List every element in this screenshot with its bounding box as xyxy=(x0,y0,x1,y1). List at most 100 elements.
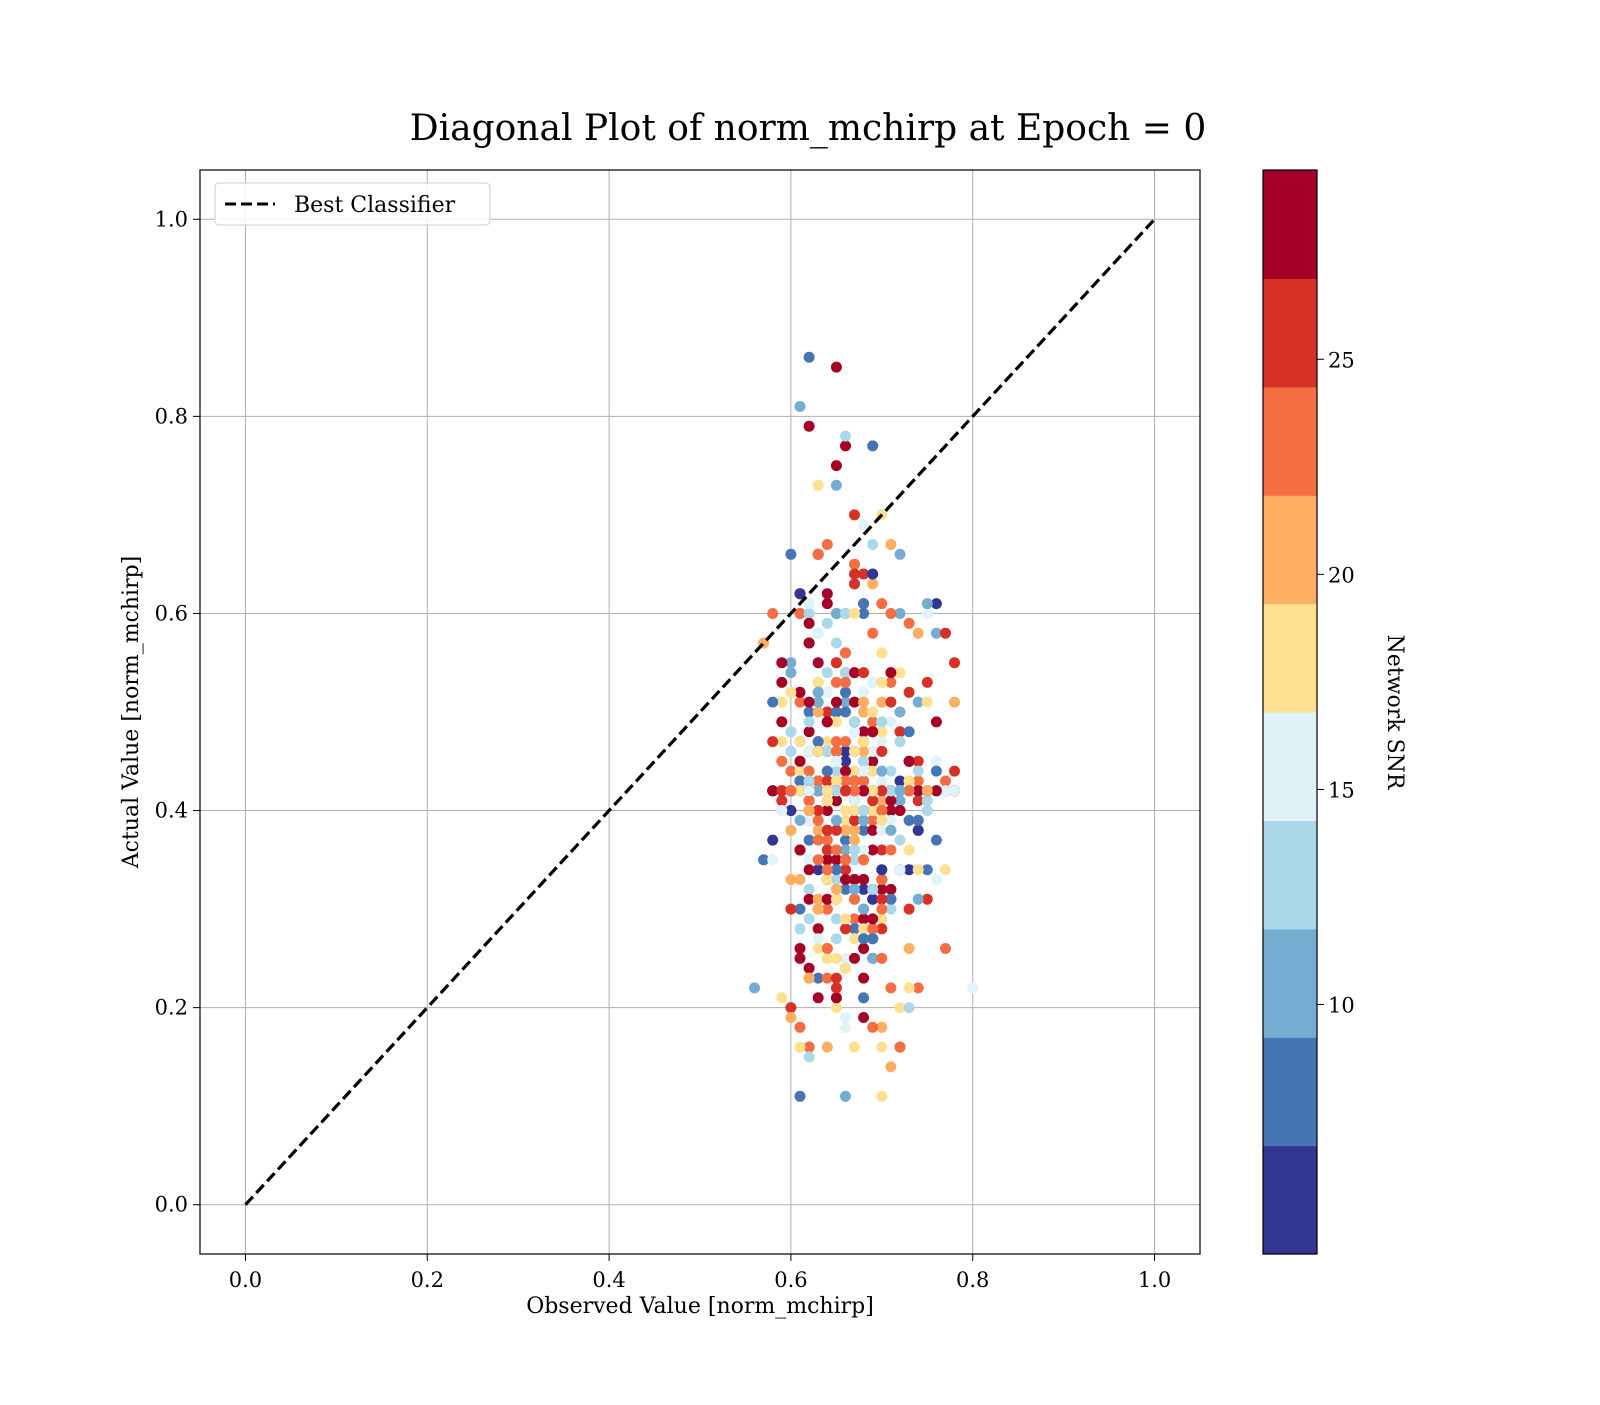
scatter-point xyxy=(876,893,888,905)
scatter-point xyxy=(849,608,860,619)
scatter-point xyxy=(903,726,915,738)
scatter-point xyxy=(840,686,851,698)
scatter-point xyxy=(876,805,888,816)
scatter-point xyxy=(930,874,942,885)
scatter-point xyxy=(903,903,915,915)
scatter-point xyxy=(912,982,924,994)
scatter-point xyxy=(812,933,824,945)
scatter-point xyxy=(776,696,788,708)
scatter-point xyxy=(785,805,797,816)
scatter-point xyxy=(858,785,870,797)
x-axis-ticks: 0.0 0.2 0.4 0.6 0.8 1.0 xyxy=(229,1254,1171,1292)
scatter-point xyxy=(903,617,915,629)
scatter-point xyxy=(867,933,879,945)
colorbar-segment xyxy=(1263,495,1317,605)
scatter-point xyxy=(776,992,788,1004)
scatter-point xyxy=(894,1041,906,1053)
y-axis-label: Actual Value [norm_mchirp] xyxy=(119,556,144,870)
x-axis-label: Observed Value [norm_mchirp] xyxy=(526,1294,874,1319)
scatter-point xyxy=(803,745,815,757)
scatter-point xyxy=(894,706,906,718)
scatter-point xyxy=(885,824,897,836)
scatter-point xyxy=(767,736,779,748)
scatter-point xyxy=(921,676,933,688)
scatter-point xyxy=(794,736,806,748)
scatter-point xyxy=(794,608,806,619)
scatter-point xyxy=(867,578,879,590)
scatter-point xyxy=(894,805,906,816)
scatter-point xyxy=(803,598,815,610)
scatter-point xyxy=(840,834,851,846)
scatter-point xyxy=(930,765,942,777)
scatter-point xyxy=(803,716,815,728)
scatter-point xyxy=(803,972,815,984)
colorbar-ticks: 10 15 20 25 xyxy=(1317,348,1355,1018)
scatter-point xyxy=(803,883,815,895)
scatter-point xyxy=(912,627,924,639)
scatter-point xyxy=(885,883,897,895)
scatter-point xyxy=(821,617,833,629)
scatter-point xyxy=(821,686,833,698)
scatter-point xyxy=(840,952,851,964)
scatter-point xyxy=(830,824,842,836)
scatter-point xyxy=(876,765,888,777)
scatter-point xyxy=(812,972,824,984)
scatter-point xyxy=(867,814,879,826)
scatter-point xyxy=(903,686,915,698)
scatter-point xyxy=(858,933,870,945)
scatter-point xyxy=(830,785,842,797)
scatter-point xyxy=(840,923,851,935)
scatter-point xyxy=(840,824,851,836)
scatter-point xyxy=(849,578,860,590)
scatter-point xyxy=(876,903,888,915)
scatter-point xyxy=(876,795,888,807)
scatter-point xyxy=(858,874,870,885)
scatter-point xyxy=(858,923,870,935)
scatter-point xyxy=(894,795,906,807)
scatter-point xyxy=(840,667,851,679)
scatter-point xyxy=(812,814,824,826)
scatter-point xyxy=(876,1041,888,1053)
scatter-point xyxy=(830,608,842,619)
scatter-point xyxy=(912,696,924,708)
scatter-point xyxy=(885,608,897,619)
scatter-point xyxy=(894,864,906,876)
scatter-point xyxy=(867,952,879,964)
scatter-point xyxy=(840,785,851,797)
scatter-point xyxy=(794,952,806,964)
scatter-point xyxy=(930,834,942,846)
scatter-point xyxy=(812,893,824,905)
scatter-point xyxy=(794,903,806,915)
scatter-point xyxy=(858,706,870,718)
x-tick-label: 0.2 xyxy=(411,1268,444,1292)
scatter-point xyxy=(849,952,860,964)
scatter-point xyxy=(794,696,806,708)
scatter-point xyxy=(812,696,824,708)
scatter-point xyxy=(840,874,851,885)
scatter-point xyxy=(785,765,797,777)
scatter-point xyxy=(821,972,833,984)
scatter-point xyxy=(894,736,906,748)
chart-title: Diagonal Plot of norm_mchirp at Epoch = … xyxy=(410,108,1207,149)
scatter-point xyxy=(803,1051,815,1063)
scatter-point xyxy=(894,726,906,738)
scatter-point xyxy=(776,716,788,728)
scatter-point xyxy=(867,568,879,580)
colorbar-tick-label: 20 xyxy=(1328,563,1355,587)
scatter-point xyxy=(903,982,915,994)
legend: Best Classifier xyxy=(214,182,491,226)
scatter-point xyxy=(767,608,779,619)
scatter-point xyxy=(821,736,833,748)
scatter-point xyxy=(803,1041,815,1053)
scatter-point xyxy=(885,814,897,826)
scatter-point xyxy=(858,568,870,580)
scatter-point xyxy=(876,716,888,728)
scatter-point xyxy=(830,992,842,1004)
scatter-point xyxy=(776,736,788,748)
scatter-point xyxy=(867,539,879,550)
scatter-point xyxy=(894,667,906,679)
scatter-point xyxy=(840,647,851,659)
scatter-point xyxy=(867,765,879,777)
scatter-point xyxy=(803,854,815,866)
scatter-point xyxy=(767,696,779,708)
